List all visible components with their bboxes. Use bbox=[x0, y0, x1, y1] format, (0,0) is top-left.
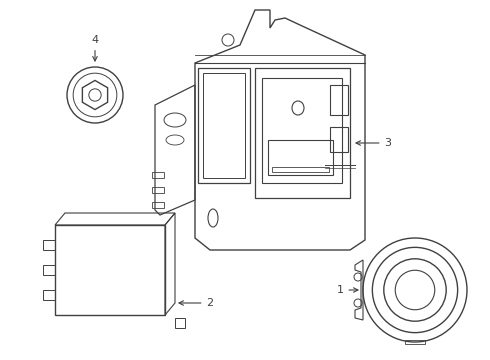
Bar bbox=[152, 187, 164, 193]
Bar bbox=[198, 68, 250, 183]
Bar bbox=[152, 172, 164, 178]
Bar bbox=[262, 78, 342, 183]
Bar bbox=[43, 265, 55, 275]
Text: 4: 4 bbox=[92, 35, 98, 61]
Bar bbox=[152, 202, 164, 208]
Bar bbox=[330, 85, 348, 115]
Bar bbox=[55, 225, 165, 315]
Bar bbox=[43, 290, 55, 300]
Bar bbox=[43, 240, 55, 250]
Bar bbox=[203, 73, 245, 178]
Text: 3: 3 bbox=[356, 138, 392, 148]
Text: 1: 1 bbox=[337, 285, 358, 295]
Bar bbox=[268, 140, 333, 175]
Bar bbox=[272, 167, 329, 172]
Bar bbox=[405, 340, 425, 344]
Bar bbox=[175, 318, 185, 328]
Bar bbox=[255, 68, 350, 198]
Bar bbox=[330, 127, 348, 152]
Text: 2: 2 bbox=[179, 298, 214, 308]
